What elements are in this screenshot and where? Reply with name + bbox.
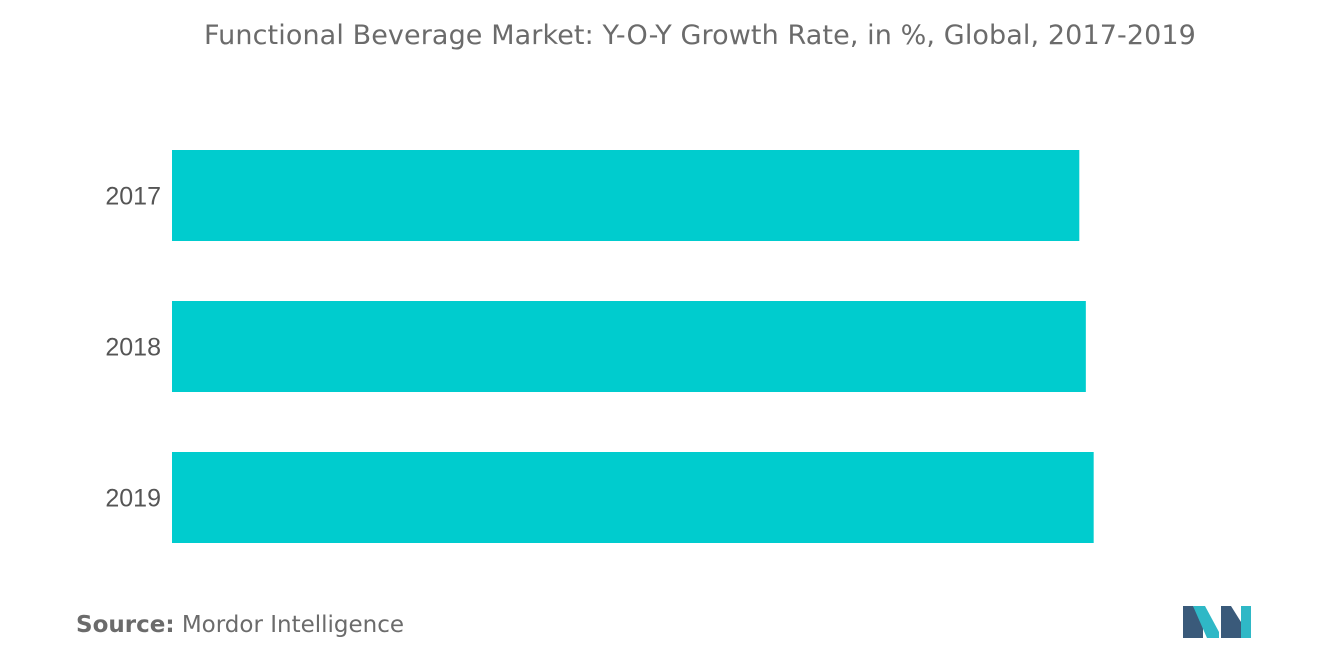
chart-title: Functional Beverage Market: Y-O-Y Growth… (204, 20, 1196, 51)
y-tick-label: 2018 (105, 334, 161, 362)
bar-2017 (172, 150, 1080, 241)
bar-2018 (172, 301, 1086, 392)
mordor-intelligence-logo-icon (1183, 606, 1251, 638)
bar-2019 (172, 452, 1094, 543)
y-tick-label: 2017 (105, 183, 161, 211)
source-line: Source: Mordor Intelligence (76, 612, 404, 638)
y-tick-label: 2019 (105, 485, 161, 513)
source-label: Source: (76, 612, 175, 638)
source-text: Mordor Intelligence (181, 612, 405, 638)
